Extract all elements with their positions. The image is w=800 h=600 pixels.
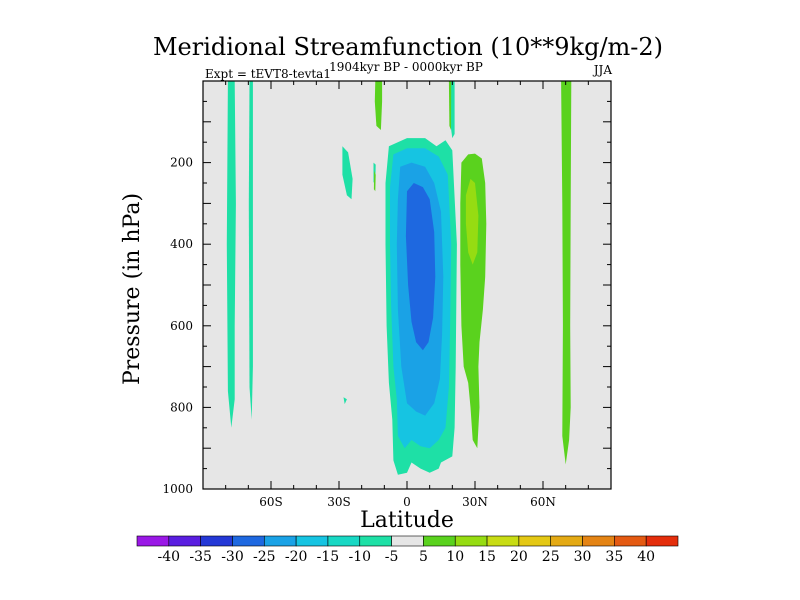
x-tick-label: 0 xyxy=(403,495,411,509)
contour-region xyxy=(450,81,455,139)
colorbar-swatch xyxy=(582,535,615,547)
colorbar-label: -35 xyxy=(189,549,212,565)
x-axis-ticks: 60S 30S 0 30N 60N xyxy=(202,81,612,509)
colorbar-swatch xyxy=(232,535,265,547)
x-tick-label: 30N xyxy=(462,495,488,509)
y-tick-label: 600 xyxy=(170,319,193,333)
y-axis-ticks: 200 400 600 800 1000 xyxy=(162,80,611,496)
colorbar-label: -20 xyxy=(285,549,308,565)
colorbar-swatch xyxy=(614,535,647,547)
y-tick-label: 400 xyxy=(170,237,193,251)
contour-region xyxy=(448,81,452,130)
colorbar-label: 30 xyxy=(574,549,592,565)
colorbar-label: 25 xyxy=(542,549,560,565)
colorbar-label: -10 xyxy=(348,549,371,565)
colorbar-swatch xyxy=(423,535,456,547)
colorbar-label: 10 xyxy=(446,549,464,565)
y-tick-label: 200 xyxy=(170,156,193,170)
colorbar-label: 20 xyxy=(510,549,528,565)
colorbar-swatch xyxy=(518,535,552,547)
contour-region xyxy=(248,81,253,420)
colorbar-swatch xyxy=(136,535,170,547)
x-tick-label: 60N xyxy=(530,495,556,509)
colorbar-swatch xyxy=(168,535,201,547)
colorbar-label: -25 xyxy=(253,549,276,565)
colorbar-label: -15 xyxy=(317,549,340,565)
colorbar-label: 35 xyxy=(605,549,623,565)
contour-region xyxy=(373,170,376,192)
contour-region xyxy=(465,178,479,265)
colorbar: -40 -35 -30 -25 -20 -15 -10 -5 5 10 15 20 25 30 35 40 xyxy=(136,535,679,565)
colorbar-swatch xyxy=(486,535,520,547)
x-tick-label: 60S xyxy=(259,495,283,509)
experiment-label: Expt = tEVT8-tevta1 xyxy=(205,67,331,81)
y-tick-label: 1000 xyxy=(162,482,193,496)
colorbar-swatch xyxy=(391,535,424,547)
colorbar-swatch xyxy=(454,535,488,547)
colorbar-label: -30 xyxy=(221,549,244,565)
colorbar-swatch xyxy=(263,535,297,547)
contour-region xyxy=(342,146,353,200)
colorbar-label: 15 xyxy=(478,549,496,565)
contour-region xyxy=(374,81,383,130)
contour-region xyxy=(226,81,236,428)
colorbar-swatch xyxy=(327,535,361,547)
colorbar-swatch xyxy=(550,535,583,547)
colorbar-swatch xyxy=(645,535,679,547)
x-axis-label: Latitude xyxy=(360,508,454,533)
colorbar-swatch xyxy=(200,535,233,547)
colorbar-label: 5 xyxy=(419,549,428,565)
contour-region xyxy=(561,81,572,465)
contour-region xyxy=(405,183,436,351)
chart-subtitle: 1904kyr BP - 0000kyr BP xyxy=(329,60,483,74)
contour-layer xyxy=(226,81,572,475)
colorbar-swatch xyxy=(359,535,392,547)
season-label: JJA xyxy=(592,63,613,77)
x-tick-label: 30S xyxy=(327,495,351,509)
y-tick-label: 800 xyxy=(170,400,193,414)
colorbar-swatch xyxy=(295,535,329,547)
colorbar-label: -5 xyxy=(385,549,399,565)
colorbar-label: -40 xyxy=(158,549,181,565)
chart-title: Meridional Streamfunction (10**9kg/m-2) xyxy=(153,33,663,61)
contour-region xyxy=(343,397,347,405)
y-axis-label: Pressure (in hPa) xyxy=(120,193,145,385)
colorbar-label: 40 xyxy=(637,549,655,565)
